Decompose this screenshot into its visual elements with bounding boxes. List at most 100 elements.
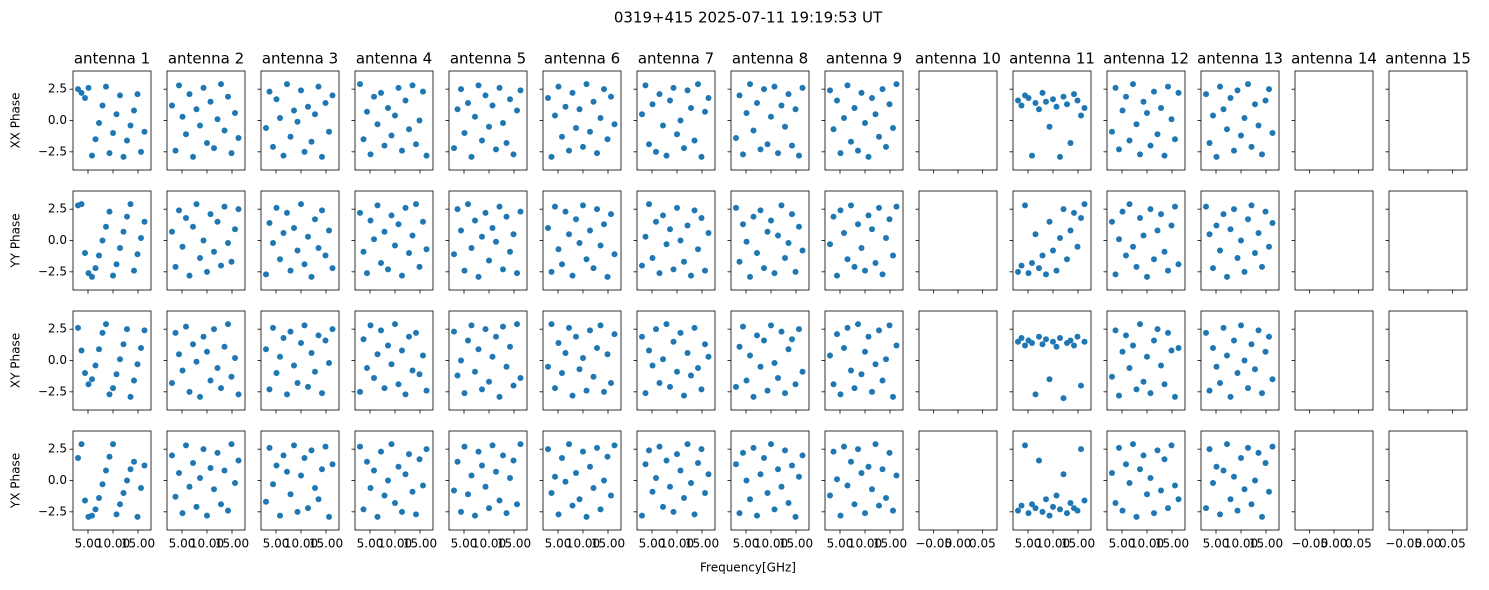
- point: [608, 93, 614, 100]
- point: [733, 383, 739, 390]
- point: [733, 135, 739, 142]
- point: [183, 442, 189, 449]
- point: [503, 510, 510, 517]
- point: [89, 376, 95, 383]
- point: [698, 214, 705, 221]
- point: [569, 89, 576, 96]
- point: [1112, 327, 1119, 334]
- point: [837, 512, 844, 519]
- point: [510, 231, 517, 238]
- point: [193, 201, 200, 208]
- point: [451, 328, 457, 335]
- point: [385, 266, 391, 273]
- point: [273, 204, 280, 211]
- point: [381, 142, 388, 149]
- point: [117, 245, 123, 252]
- point: [493, 238, 499, 245]
- point: [1220, 211, 1227, 218]
- point: [103, 83, 109, 90]
- point: [120, 490, 127, 497]
- point: [395, 381, 402, 388]
- point: [141, 327, 148, 334]
- point: [670, 508, 677, 515]
- point: [413, 329, 419, 336]
- point: [1071, 342, 1077, 349]
- point: [844, 324, 851, 331]
- point: [1224, 126, 1230, 133]
- point: [1172, 136, 1178, 143]
- x-tick-label: 5.00: [733, 537, 760, 551]
- point: [886, 216, 893, 223]
- point: [1262, 348, 1269, 355]
- point: [1130, 81, 1136, 88]
- point: [1018, 334, 1025, 341]
- point: [740, 449, 746, 456]
- point: [1144, 353, 1150, 360]
- point: [1266, 333, 1272, 340]
- x-tick-label: 0.05: [1439, 537, 1466, 551]
- point: [385, 342, 391, 349]
- point: [510, 382, 517, 389]
- point: [218, 385, 224, 392]
- point: [642, 82, 649, 89]
- x-tick-label: 15.00: [121, 537, 155, 551]
- point: [1074, 507, 1081, 514]
- point: [96, 252, 102, 259]
- point: [472, 113, 478, 120]
- point: [232, 354, 238, 361]
- point: [392, 112, 398, 119]
- point: [743, 477, 750, 484]
- point: [830, 448, 837, 455]
- point: [552, 473, 558, 480]
- point: [1248, 202, 1255, 209]
- point: [270, 240, 276, 247]
- point: [848, 202, 854, 209]
- point: [597, 242, 604, 249]
- point: [562, 349, 569, 356]
- point: [228, 150, 235, 157]
- point: [754, 250, 760, 257]
- point: [1140, 452, 1147, 459]
- point: [186, 483, 193, 490]
- point: [214, 218, 221, 225]
- point: [221, 127, 228, 134]
- point: [890, 507, 896, 514]
- point: [479, 386, 485, 393]
- point: [1165, 505, 1171, 512]
- point: [601, 388, 607, 395]
- point: [1130, 342, 1136, 349]
- point: [266, 219, 273, 226]
- point: [1165, 267, 1171, 274]
- point: [1032, 505, 1039, 512]
- x-tick-label: 5.00: [545, 537, 572, 551]
- point: [103, 321, 109, 328]
- point: [461, 390, 468, 397]
- point: [406, 333, 412, 340]
- point: [1112, 500, 1119, 507]
- point: [273, 370, 280, 377]
- point: [106, 208, 113, 215]
- point: [1151, 256, 1157, 263]
- point: [590, 98, 597, 105]
- point: [329, 326, 336, 333]
- point: [695, 459, 701, 466]
- point: [642, 233, 649, 240]
- point: [879, 86, 886, 93]
- point: [367, 217, 374, 224]
- point: [1116, 392, 1122, 399]
- point: [604, 273, 611, 280]
- point: [677, 117, 684, 124]
- point: [496, 393, 503, 400]
- point: [851, 263, 858, 270]
- point: [388, 441, 395, 448]
- point: [270, 324, 276, 331]
- point: [778, 202, 785, 209]
- point: [96, 120, 102, 127]
- point: [1015, 507, 1021, 514]
- point: [92, 362, 99, 369]
- point: [1018, 502, 1025, 509]
- point: [1137, 151, 1143, 158]
- point: [782, 255, 788, 262]
- point: [1025, 270, 1032, 277]
- point: [862, 510, 868, 517]
